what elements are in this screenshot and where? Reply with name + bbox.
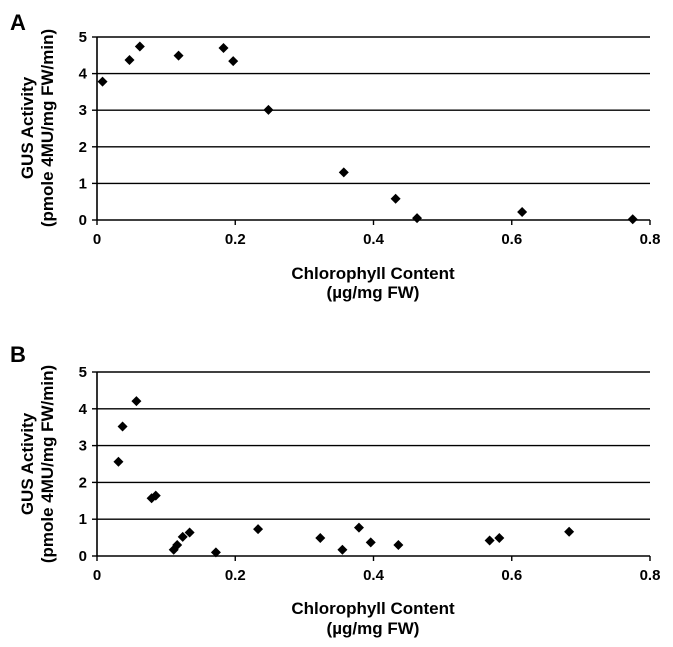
data-point — [517, 206, 528, 217]
data-point — [228, 56, 239, 67]
data-point — [172, 539, 183, 550]
data-point — [117, 421, 128, 432]
data-point — [494, 532, 505, 543]
x-tick-labels: 0 0.2 0.4 0.6 0.8 — [93, 231, 661, 248]
data-point — [210, 547, 221, 558]
y-tick-label: 0 — [79, 212, 87, 229]
grid-lines — [97, 371, 650, 520]
y-tick-label: 2 — [79, 139, 87, 156]
y-tick-label: 0 — [79, 548, 87, 565]
data-point — [97, 76, 108, 87]
data-point — [315, 532, 326, 543]
panel-a: A 0 1 2 3 4 5 0 0.2 0.4 0.6 0.8 GUS Activity (pmo… — [10, 10, 660, 302]
x-tick-label: 0.6 — [501, 567, 522, 584]
y-tick-label: 3 — [79, 102, 87, 119]
y-tick-label: 5 — [79, 364, 87, 381]
y-axis-unit: (pmole 4MU/mg FW/min) — [38, 29, 57, 227]
data-point — [564, 526, 575, 537]
data-points — [113, 396, 575, 558]
data-point — [390, 193, 401, 204]
data-point — [134, 41, 145, 52]
data-point — [338, 167, 349, 178]
data-point — [177, 531, 188, 542]
y-axis-title: GUS Activity — [18, 412, 37, 515]
data-point — [173, 50, 184, 61]
y-tick-label: 1 — [79, 511, 87, 528]
data-point — [124, 55, 135, 66]
data-point — [365, 537, 376, 548]
y-tick-label: 5 — [79, 29, 87, 46]
tick-marks — [92, 36, 651, 225]
data-point — [131, 396, 142, 407]
grid-lines — [97, 36, 650, 185]
x-tick-label: 0 — [93, 567, 101, 584]
x-tick-labels: 0 0.2 0.4 0.6 0.8 — [93, 567, 661, 584]
x-tick-label: 0.2 — [225, 567, 246, 584]
y-axis-unit: (pmole 4MU/mg FW/min) — [38, 365, 57, 563]
data-point — [184, 527, 195, 538]
x-tick-label: 0 — [93, 231, 101, 248]
x-axis-title: Chlorophyll Content — [291, 599, 455, 618]
y-tick-label: 3 — [79, 438, 87, 455]
x-tick-label: 0.8 — [640, 567, 661, 584]
data-point — [412, 213, 423, 224]
panel-b: B 0 1 2 3 4 5 0 0.2 0.4 0.6 0.8 GUS Activity (pmo… — [10, 342, 660, 638]
data-point — [627, 214, 638, 225]
data-point — [337, 544, 348, 555]
y-tick-label: 4 — [79, 66, 88, 83]
panel-letter: A — [10, 10, 26, 35]
x-axis-unit: (µg/mg FW) — [327, 619, 420, 638]
x-tick-label: 0.4 — [363, 231, 385, 248]
data-point — [150, 490, 161, 501]
y-tick-label: 1 — [79, 175, 87, 192]
x-tick-label: 0.6 — [501, 231, 522, 248]
data-point — [218, 42, 229, 53]
data-point — [253, 524, 264, 535]
data-point — [263, 104, 274, 115]
data-point — [393, 539, 404, 550]
y-tick-label: 2 — [79, 474, 87, 491]
x-axis-unit: (µg/mg FW) — [327, 283, 420, 302]
y-tick-label: 4 — [79, 401, 88, 418]
data-point — [484, 535, 495, 546]
y-tick-labels: 0 1 2 3 4 5 — [79, 364, 88, 565]
tick-marks — [92, 371, 651, 561]
x-tick-label: 0.2 — [225, 231, 246, 248]
x-axis-title: Chlorophyll Content — [291, 264, 455, 283]
x-tick-label: 0.8 — [640, 231, 661, 248]
data-point — [113, 456, 124, 467]
x-tick-label: 0.4 — [363, 567, 385, 584]
panel-letter: B — [10, 342, 26, 367]
y-tick-labels: 0 1 2 3 4 5 — [79, 29, 88, 229]
y-axis-title: GUS Activity — [18, 76, 37, 179]
data-points — [97, 41, 638, 225]
data-point — [353, 522, 364, 533]
